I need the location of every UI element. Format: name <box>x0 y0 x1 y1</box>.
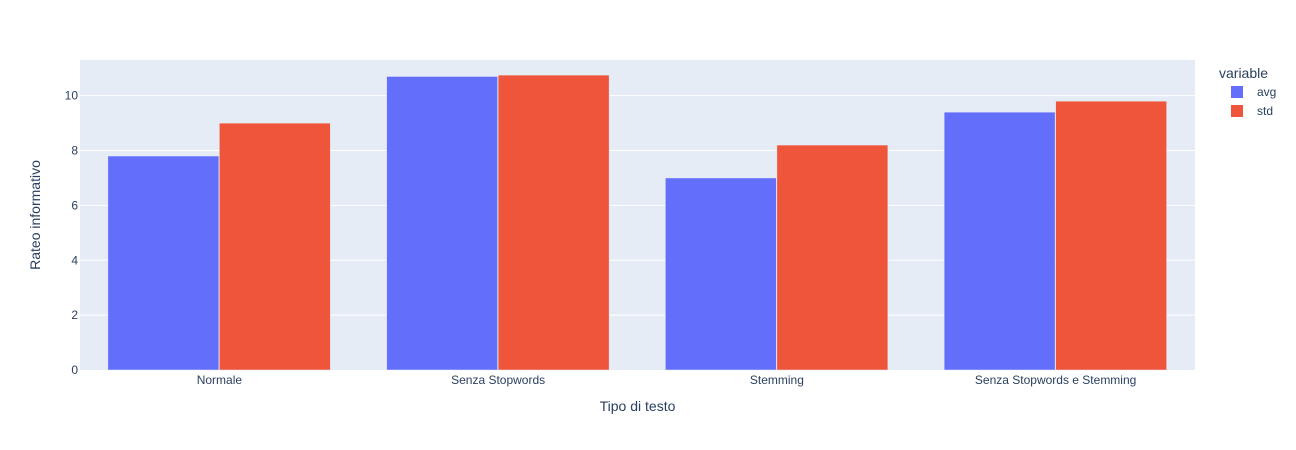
legend-label-avg[interactable]: avg <box>1257 85 1276 99</box>
bar-std-3[interactable] <box>1055 100 1167 371</box>
legend-label-std[interactable]: std <box>1257 104 1273 118</box>
legend-swatch-std[interactable] <box>1231 105 1243 117</box>
x-tick-label: Senza Stopwords e Stemming <box>975 373 1136 387</box>
y-tick-label: 6 <box>71 198 78 212</box>
y-tick-label: 8 <box>71 144 78 158</box>
y-tick-label: 2 <box>71 308 78 322</box>
legend[interactable]: variable avg std <box>1219 65 1276 118</box>
bar-std-2[interactable] <box>776 144 889 371</box>
bar-avg-3[interactable] <box>943 111 1056 371</box>
x-tick-label: Normale <box>197 373 243 387</box>
bar-std-1[interactable] <box>497 74 610 371</box>
bar-avg-2[interactable] <box>665 177 777 371</box>
y-tick-label: 10 <box>65 89 79 103</box>
bar-avg-0[interactable] <box>107 155 220 371</box>
x-axis-title: Tipo di testo <box>600 398 676 414</box>
y-tick-label: 4 <box>71 253 78 267</box>
x-tick-labels: Normale Senza Stopwords Stemming Senza Stop… <box>197 373 1137 387</box>
legend-swatch-avg[interactable] <box>1231 86 1243 98</box>
bar-std-0[interactable] <box>219 122 331 371</box>
y-tick-labels: 0 2 4 6 8 10 <box>65 89 79 377</box>
y-axis-title: Rateo informativo <box>27 160 43 270</box>
x-tick-label: Senza Stopwords <box>451 373 545 387</box>
bars <box>107 74 1167 371</box>
legend-title: variable <box>1219 65 1268 81</box>
x-tick-label: Stemming <box>750 373 804 387</box>
bar-avg-1[interactable] <box>386 76 498 371</box>
y-tick-label: 0 <box>71 363 78 377</box>
